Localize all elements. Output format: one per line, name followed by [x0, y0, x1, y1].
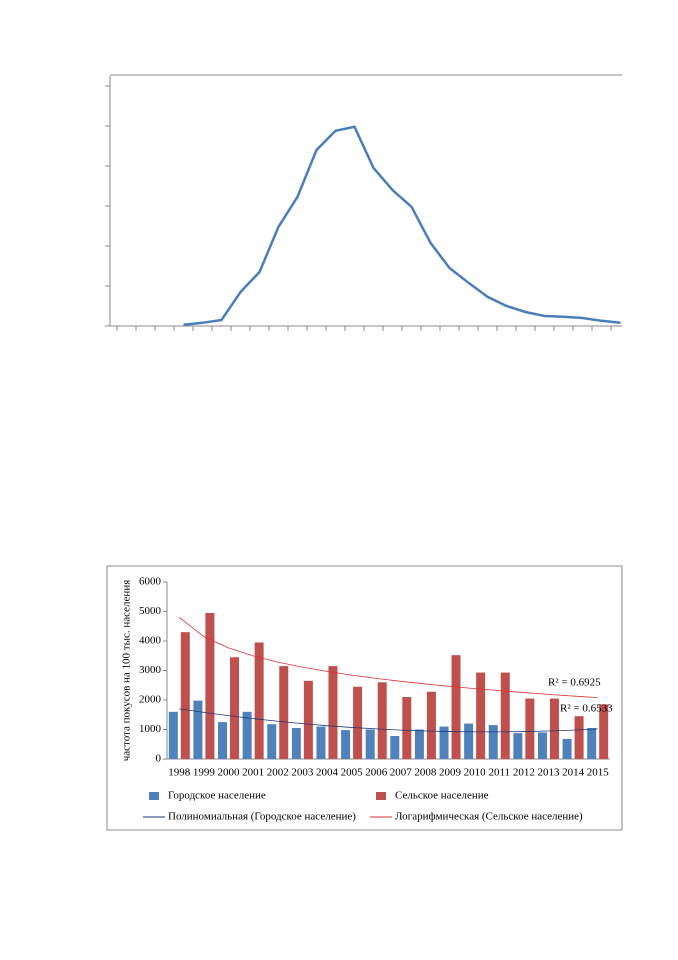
x-tick-label: 1999 [193, 767, 216, 779]
legend-label: Сельское население [395, 790, 489, 802]
x-tick-label: 2014 [562, 767, 585, 779]
bar [414, 729, 424, 759]
x-tick-label: 2012 [513, 767, 535, 779]
bar [513, 733, 523, 759]
bar [303, 680, 313, 759]
x-tick-label: 2013 [537, 767, 560, 779]
bar [353, 686, 363, 759]
trend-line [179, 617, 598, 699]
x-tick-label: 2006 [365, 767, 388, 779]
bar [562, 738, 572, 759]
y-tick-label: 5000 [139, 605, 162, 617]
x-tick-label: 2004 [316, 767, 339, 779]
bar [549, 698, 559, 759]
bar [205, 612, 215, 759]
annotation: R² = 0.6925 [548, 677, 601, 689]
bar [193, 700, 203, 759]
x-tick-label: 2011 [488, 767, 510, 779]
bar [464, 723, 474, 759]
bar [230, 657, 240, 759]
bar [365, 729, 375, 759]
bar [476, 672, 486, 759]
legend-label: Логарифмическая (Сельское население) [395, 811, 583, 823]
legend-swatch [149, 792, 159, 800]
bar [439, 726, 449, 759]
y-tick-label: 2000 [139, 694, 162, 706]
bar [402, 697, 412, 759]
legend-swatch [376, 792, 386, 800]
data-line [183, 125, 621, 327]
bar [328, 666, 338, 759]
x-tick-label: 2009 [439, 767, 462, 779]
bar [537, 732, 547, 759]
bar [587, 728, 597, 759]
x-tick-label: 2008 [414, 767, 437, 779]
y-axis-label: частота покусов на 100 тыс. населения [121, 580, 133, 762]
x-tick-label: 2003 [291, 767, 314, 779]
y-tick-label: 4000 [139, 635, 162, 647]
bar [254, 642, 264, 759]
bar [180, 632, 190, 759]
x-tick-label: 2010 [464, 767, 487, 779]
bar [500, 672, 510, 759]
x-tick-label: 2015 [587, 767, 610, 779]
bar [267, 724, 277, 759]
bar [574, 716, 584, 759]
y-tick-label: 1000 [139, 723, 162, 735]
x-tick-label: 2005 [341, 767, 364, 779]
bar [218, 722, 228, 759]
bar [341, 730, 351, 759]
x-tick-label: 2007 [390, 767, 413, 779]
bar [279, 666, 289, 759]
bar [291, 728, 301, 759]
bar [242, 711, 252, 759]
annotation: R² = 0.6533 [560, 703, 613, 715]
x-tick-label: 1998 [168, 767, 191, 779]
trend-line [179, 708, 598, 733]
y-tick-label: 0 [156, 753, 162, 765]
bar [316, 726, 326, 759]
y-tick-label: 6000 [139, 576, 162, 588]
bar [451, 655, 461, 759]
bar [525, 698, 535, 759]
x-tick-label: 2002 [267, 767, 289, 779]
legend-label: Городское население [168, 790, 266, 802]
bar [599, 704, 609, 759]
bar [390, 735, 400, 759]
bar [426, 691, 436, 759]
x-tick-label: 2001 [242, 767, 264, 779]
bar [168, 711, 178, 759]
bar [377, 682, 387, 759]
legend-label: Полиномиальная (Городское население) [168, 811, 356, 823]
y-tick-label: 3000 [139, 664, 162, 676]
chart-border [106, 565, 623, 831]
bar [488, 725, 498, 759]
x-tick-label: 2000 [218, 767, 241, 779]
